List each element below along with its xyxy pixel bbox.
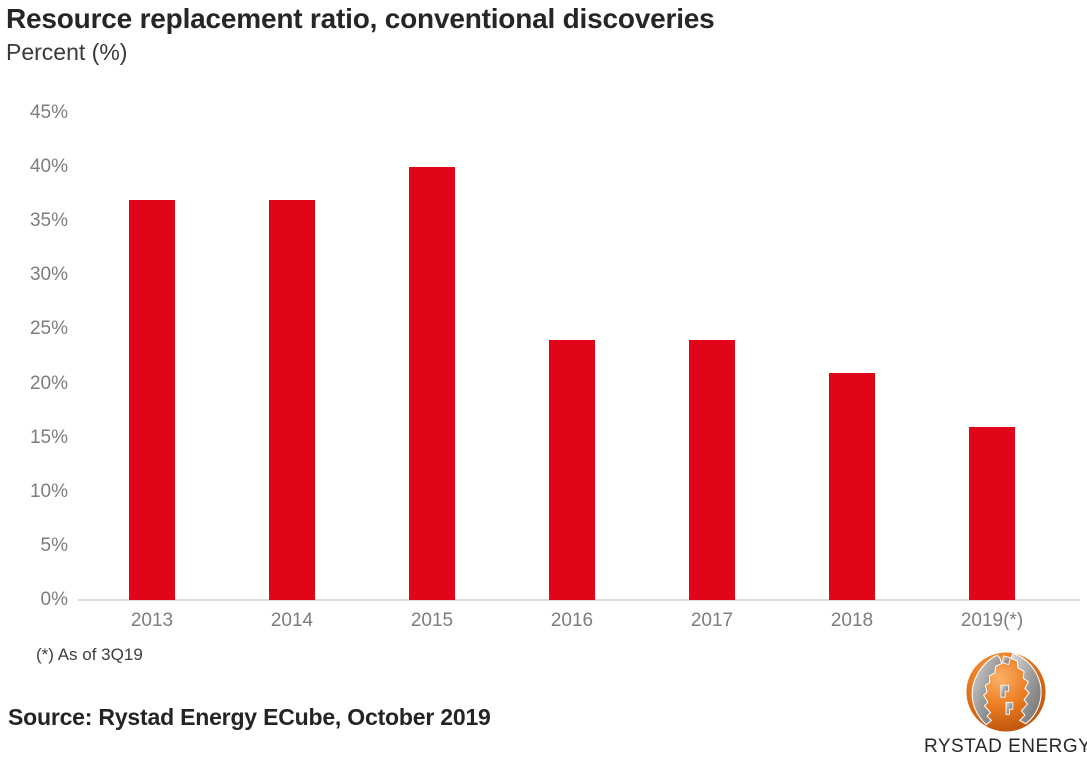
source-text: Source: Rystad Energy ECube, October 201… [8,704,491,730]
y-axis-tick-label: 10% [29,480,68,502]
bar-2014 [269,199,315,600]
x-axis-label: 2018 [830,610,874,631]
bar-2019 [969,426,1015,600]
y-axis-tick-label: 0% [40,589,68,610]
x-axis-label: 2014 [270,610,314,631]
y-axis-tick-label: 45% [29,102,68,123]
x-axis-label: 2019(*) [960,610,1024,631]
rystad-energy-logo: RYSTAD ENERGY [920,648,1087,760]
bar-2013 [129,199,175,600]
y-axis-tick-label: 35% [29,210,68,232]
y-axis-tick-label: 40% [29,156,68,178]
y-axis-tick-label: 30% [29,264,68,286]
bar-2017 [689,340,735,600]
bar-2016 [549,340,595,600]
chart-subtitle: Percent (%) [6,39,128,66]
logo-text: RYSTAD ENERGY [924,736,1087,757]
globe-icon [966,652,1046,732]
x-axis-line [78,599,1080,601]
y-axis-tick-label: 5% [40,534,68,556]
chart-header: Resource replacement ratio, conventional… [6,3,715,65]
x-axis-label: 2016 [550,610,594,631]
bar-2018 [829,372,875,600]
chart-title: Resource replacement ratio, conventional… [6,3,715,34]
y-axis-tick-label: 25% [29,318,68,340]
y-axis-tick-label: 20% [29,372,68,394]
footnote: (*) As of 3Q19 [36,645,143,664]
bar-2015 [409,167,455,600]
y-axis-tick-label: 15% [29,426,68,448]
x-axis-label: 2015 [410,610,454,631]
x-axis-label: 2013 [130,610,174,631]
x-axis-label: 2017 [690,610,734,631]
